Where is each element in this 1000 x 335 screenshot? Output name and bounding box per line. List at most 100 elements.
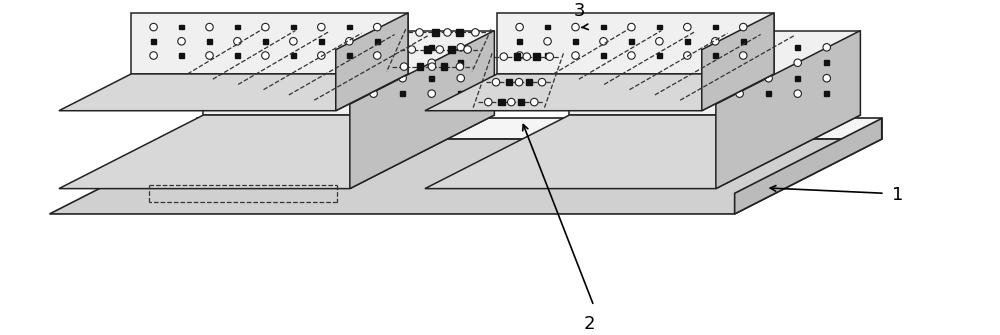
Polygon shape bbox=[50, 139, 882, 214]
Bar bbox=[429, 76, 434, 80]
Bar bbox=[371, 76, 376, 80]
Circle shape bbox=[508, 98, 515, 106]
Bar bbox=[708, 91, 713, 96]
Polygon shape bbox=[716, 30, 860, 189]
Bar bbox=[255, 45, 260, 50]
Bar bbox=[313, 76, 318, 80]
Bar bbox=[679, 45, 684, 50]
Bar bbox=[737, 45, 742, 50]
Bar bbox=[235, 53, 240, 58]
Circle shape bbox=[620, 90, 627, 97]
Circle shape bbox=[591, 74, 598, 82]
Bar bbox=[456, 29, 463, 36]
Circle shape bbox=[628, 52, 635, 59]
Bar bbox=[621, 45, 626, 50]
Bar bbox=[824, 60, 829, 65]
Circle shape bbox=[572, 23, 579, 31]
Bar bbox=[342, 91, 347, 96]
Polygon shape bbox=[735, 118, 882, 214]
Circle shape bbox=[457, 44, 464, 51]
Bar bbox=[417, 63, 423, 70]
Circle shape bbox=[262, 23, 269, 31]
Bar bbox=[679, 76, 684, 80]
Bar bbox=[498, 99, 505, 106]
Circle shape bbox=[456, 63, 464, 70]
Bar bbox=[255, 76, 260, 80]
Circle shape bbox=[600, 38, 607, 45]
Bar bbox=[592, 60, 597, 65]
Polygon shape bbox=[197, 118, 882, 139]
Circle shape bbox=[341, 44, 348, 51]
Polygon shape bbox=[497, 13, 774, 74]
Bar bbox=[207, 39, 212, 44]
Circle shape bbox=[234, 38, 241, 45]
Circle shape bbox=[428, 63, 436, 70]
Circle shape bbox=[591, 44, 598, 51]
Circle shape bbox=[516, 23, 523, 31]
Bar bbox=[629, 39, 634, 44]
Circle shape bbox=[765, 74, 772, 82]
Polygon shape bbox=[350, 30, 494, 189]
Circle shape bbox=[546, 53, 553, 60]
Circle shape bbox=[472, 29, 479, 36]
Bar bbox=[291, 25, 296, 29]
Bar bbox=[424, 46, 431, 53]
Bar bbox=[448, 46, 455, 53]
Circle shape bbox=[399, 74, 406, 82]
Bar bbox=[601, 53, 606, 58]
Bar bbox=[400, 91, 405, 96]
Circle shape bbox=[428, 59, 435, 67]
Circle shape bbox=[823, 44, 830, 51]
Circle shape bbox=[628, 23, 635, 31]
Bar bbox=[650, 60, 655, 65]
Bar bbox=[291, 53, 296, 58]
Circle shape bbox=[684, 52, 691, 59]
Circle shape bbox=[492, 78, 500, 86]
Bar bbox=[573, 39, 578, 44]
Bar bbox=[795, 76, 800, 80]
Bar bbox=[313, 45, 318, 50]
Circle shape bbox=[739, 23, 747, 31]
Polygon shape bbox=[131, 13, 408, 74]
Circle shape bbox=[794, 90, 801, 97]
Circle shape bbox=[312, 90, 319, 97]
Bar bbox=[284, 91, 289, 96]
Circle shape bbox=[707, 74, 714, 82]
Bar bbox=[506, 79, 512, 85]
Circle shape bbox=[254, 59, 261, 67]
Bar bbox=[657, 25, 662, 29]
Bar bbox=[685, 39, 690, 44]
Bar bbox=[342, 60, 347, 65]
Bar bbox=[284, 60, 289, 65]
Bar bbox=[432, 29, 439, 36]
Circle shape bbox=[464, 46, 471, 53]
Bar bbox=[650, 91, 655, 96]
Bar bbox=[263, 39, 268, 44]
Circle shape bbox=[225, 74, 232, 82]
Circle shape bbox=[346, 38, 353, 45]
Circle shape bbox=[318, 52, 325, 59]
Circle shape bbox=[712, 38, 719, 45]
Circle shape bbox=[283, 74, 290, 82]
Circle shape bbox=[707, 44, 714, 51]
Circle shape bbox=[794, 59, 801, 67]
Bar bbox=[347, 25, 352, 29]
Text: 1: 1 bbox=[892, 186, 904, 204]
Bar bbox=[151, 39, 156, 44]
Circle shape bbox=[620, 59, 627, 67]
Polygon shape bbox=[702, 13, 774, 111]
Text: 3: 3 bbox=[574, 2, 586, 20]
Circle shape bbox=[150, 52, 157, 59]
Circle shape bbox=[206, 23, 213, 31]
Circle shape bbox=[544, 38, 551, 45]
Bar bbox=[545, 53, 550, 58]
Bar bbox=[429, 45, 434, 50]
Circle shape bbox=[531, 98, 538, 106]
Circle shape bbox=[283, 44, 290, 51]
Circle shape bbox=[736, 59, 743, 67]
Circle shape bbox=[500, 53, 508, 60]
Circle shape bbox=[765, 44, 772, 51]
Bar bbox=[347, 53, 352, 58]
Bar bbox=[526, 79, 532, 85]
Circle shape bbox=[485, 98, 492, 106]
